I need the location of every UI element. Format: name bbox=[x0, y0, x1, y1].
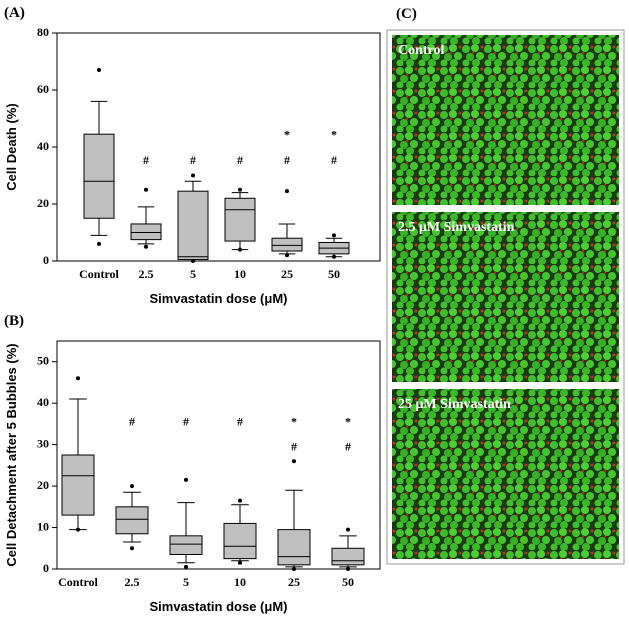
outlier bbox=[238, 560, 242, 565]
significance-mark: # bbox=[237, 153, 243, 167]
y-tick-label: 80 bbox=[37, 25, 49, 39]
micrograph bbox=[392, 35, 619, 205]
y-tick-label: 10 bbox=[37, 519, 49, 533]
outlier bbox=[130, 484, 134, 489]
panel-label: (B) bbox=[4, 313, 24, 329]
y-tick-label: 60 bbox=[37, 82, 49, 96]
outlier bbox=[76, 376, 80, 381]
box bbox=[115, 506, 149, 535]
outlier bbox=[238, 498, 242, 503]
significance-mark: # bbox=[129, 414, 135, 428]
y-tick-label: 40 bbox=[37, 139, 49, 153]
significance-mark: * bbox=[291, 414, 297, 428]
significance-mark: # bbox=[237, 414, 243, 428]
x-tick-label: 5 bbox=[183, 575, 189, 589]
y-tick-label: 0 bbox=[43, 253, 49, 267]
panel-label: (C) bbox=[396, 6, 417, 22]
x-tick-label: 10 bbox=[234, 267, 246, 281]
micrograph bbox=[392, 389, 619, 559]
x-tick-label: 10 bbox=[234, 575, 246, 589]
y-tick-label: 40 bbox=[37, 395, 49, 409]
outlier bbox=[191, 259, 195, 263]
x-tick-label: 2.5 bbox=[139, 267, 154, 281]
outlier bbox=[97, 241, 101, 246]
micrograph bbox=[392, 212, 619, 382]
y-axis-label: Cell Death (%) bbox=[4, 103, 19, 190]
significance-mark: # bbox=[345, 440, 351, 454]
outlier bbox=[292, 567, 296, 571]
y-tick-label: 0 bbox=[43, 561, 49, 575]
x-tick-label: 25 bbox=[281, 267, 293, 281]
y-tick-label: 20 bbox=[37, 478, 49, 492]
outlier bbox=[144, 244, 148, 249]
significance-mark: # bbox=[183, 414, 189, 428]
x-tick-label: 25 bbox=[288, 575, 300, 589]
box bbox=[61, 454, 95, 516]
box bbox=[223, 522, 257, 560]
box bbox=[331, 547, 365, 566]
significance-mark: # bbox=[143, 153, 149, 167]
x-tick-label: 50 bbox=[328, 267, 340, 281]
outlier bbox=[346, 567, 350, 571]
box bbox=[130, 223, 162, 241]
image-label: Control bbox=[398, 43, 445, 58]
significance-mark: # bbox=[291, 440, 297, 454]
significance-mark: # bbox=[331, 153, 337, 167]
outlier bbox=[292, 459, 296, 464]
box bbox=[277, 529, 311, 566]
panel-label: (A) bbox=[4, 5, 25, 21]
outlier bbox=[76, 527, 80, 532]
significance-mark: * bbox=[331, 127, 337, 141]
box bbox=[169, 535, 203, 555]
box bbox=[224, 197, 256, 242]
x-tick-label: 2.5 bbox=[125, 575, 140, 589]
outlier bbox=[285, 189, 289, 194]
image-label: 2.5 μM Simvastatin bbox=[398, 220, 515, 235]
significance-mark: # bbox=[190, 153, 196, 167]
x-axis-label: Simvastatin dose (μM) bbox=[150, 291, 288, 306]
outlier bbox=[130, 546, 134, 551]
outlier bbox=[97, 68, 101, 73]
x-axis-label: Simvastatin dose (μM) bbox=[150, 599, 288, 614]
y-tick-label: 30 bbox=[37, 436, 49, 450]
outlier bbox=[346, 527, 350, 532]
y-axis-label: Cell Detachment after 5 Bubbles (%) bbox=[4, 343, 19, 566]
outlier bbox=[332, 233, 336, 238]
box bbox=[83, 133, 115, 219]
x-tick-label: 5 bbox=[190, 267, 196, 281]
box bbox=[271, 237, 303, 252]
outlier bbox=[332, 254, 336, 259]
y-tick-label: 20 bbox=[37, 196, 49, 210]
plot-frame bbox=[56, 340, 381, 570]
outlier bbox=[191, 173, 195, 178]
y-tick-label: 50 bbox=[37, 353, 49, 367]
outlier bbox=[238, 187, 242, 192]
outlier bbox=[144, 187, 148, 192]
significance-mark: * bbox=[284, 127, 290, 141]
significance-mark: # bbox=[284, 153, 290, 167]
image-label: 25 μM Simvastatin bbox=[398, 397, 511, 412]
x-tick-label: Control bbox=[79, 267, 119, 281]
box bbox=[177, 190, 209, 261]
x-tick-label: Control bbox=[58, 575, 98, 589]
outlier bbox=[238, 247, 242, 252]
outlier bbox=[184, 477, 188, 482]
outlier bbox=[285, 253, 289, 258]
significance-mark: * bbox=[345, 414, 351, 428]
outlier bbox=[184, 564, 188, 569]
x-tick-label: 50 bbox=[342, 575, 354, 589]
